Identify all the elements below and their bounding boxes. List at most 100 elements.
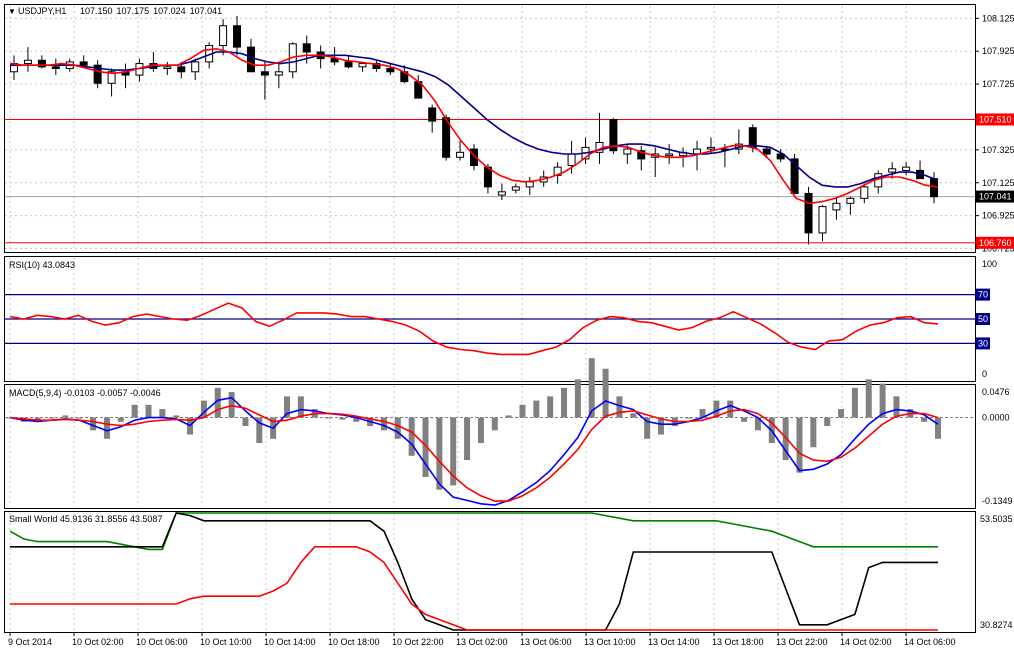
candle-body: [191, 61, 200, 73]
macd-histogram-bar: [699, 409, 706, 418]
macd-histogram-bar: [657, 417, 664, 435]
macd-histogram-bar: [103, 417, 110, 439]
macd-histogram-bar: [796, 417, 803, 473]
rsi-level-label: 30: [978, 338, 988, 348]
candle-body: [23, 59, 32, 65]
smallworld-plot: [9, 512, 938, 631]
rsi-line: [9, 302, 939, 356]
macd-histogram-bar: [561, 387, 568, 418]
candle-body: [246, 46, 255, 73]
level-price-label: 106.760: [979, 238, 1012, 248]
macd-histogram-bar: [879, 383, 886, 418]
candle-body: [344, 61, 353, 68]
candle-body: [902, 166, 911, 171]
macd-histogram-bar: [505, 415, 512, 418]
smallworld-title: Small World 45.9136 31.8556 43.5087: [9, 514, 162, 524]
candle-body: [776, 153, 785, 160]
macd-histogram-bar: [62, 415, 69, 418]
macd-histogram-bar: [436, 417, 443, 490]
macd-histogram-bar: [616, 396, 623, 418]
macd-line: [9, 404, 939, 502]
time-tick-label: 10 Oct 22:00: [392, 637, 444, 647]
candle-body: [637, 150, 646, 160]
smallworld-line: [9, 512, 938, 551]
candle-body: [567, 153, 576, 166]
macd-histogram-bar: [754, 417, 761, 431]
candle-body: [525, 181, 534, 188]
candle-body: [930, 178, 938, 198]
candle-body: [790, 158, 799, 194]
macd-histogram-bar: [519, 404, 526, 418]
macd-histogram-bar: [741, 417, 748, 422]
price-tick-label: 107.725: [982, 79, 1014, 89]
candle-body: [609, 118, 618, 152]
time-tick-label: 13 Oct 02:00: [456, 637, 508, 647]
macd-histogram-bar: [145, 404, 152, 418]
macd-histogram-bar: [159, 409, 166, 418]
candle-body: [832, 202, 841, 211]
candle-body: [386, 67, 395, 73]
macd-line: [9, 396, 939, 506]
macd-histogram-bar: [533, 400, 540, 418]
price-panel: [4, 4, 976, 253]
macd-histogram-bar: [214, 387, 221, 418]
macd-histogram-bar: [893, 396, 900, 418]
macd-histogram-bar: [325, 417, 332, 419]
macd-histogram-bar: [630, 413, 637, 418]
level-price-tag: [976, 113, 1014, 126]
macd-histogram-bar: [242, 417, 249, 427]
macd-histogram-bar: [727, 400, 734, 418]
time-tick-label: 13 Oct 14:00: [648, 637, 700, 647]
macd-histogram-bar: [353, 417, 360, 422]
candle-body: [177, 66, 186, 73]
macd-histogram-bar: [76, 417, 83, 419]
macd-histogram-bar: [339, 417, 346, 420]
macd-histogram-bar: [824, 417, 831, 427]
macd-histogram-bar: [450, 417, 457, 486]
macd-histogram-bar: [173, 415, 180, 418]
candle-body: [470, 148, 478, 166]
price-plot: [5, 15, 975, 245]
candle-body: [846, 197, 855, 204]
rsi-tick-label: 100: [982, 259, 997, 269]
price-tick-label: 108.125: [982, 13, 1014, 23]
candle-body: [302, 43, 311, 53]
macd-histogram-bar: [782, 417, 789, 460]
time-tick-label: 9 Oct 2014: [8, 637, 52, 647]
candle-body: [748, 127, 757, 148]
candle-body: [860, 186, 869, 199]
ohlc-readout: 107.150 107.175 107.024 107.041: [80, 6, 222, 16]
candle-body: [37, 59, 46, 68]
macd-histogram-bar: [574, 379, 581, 418]
candle-body: [51, 66, 60, 69]
candle-body: [818, 206, 827, 234]
level-price-label: 107.510: [979, 114, 1012, 124]
macd-histogram-bar: [131, 404, 138, 418]
candle-body: [274, 71, 283, 76]
candle-body: [358, 63, 367, 68]
macd-title: MACD(5,9,4) -0.0103 -0.0057 -0.0046: [9, 388, 161, 398]
macd-histogram-bar: [685, 417, 692, 419]
macd-histogram-bar: [477, 417, 484, 444]
last-price-label: 107.041: [979, 192, 1012, 202]
macd-plot: [5, 358, 975, 506]
time-tick-label: 10 Oct 18:00: [328, 637, 380, 647]
candle-body: [428, 107, 437, 122]
rsi-level-tag: [976, 288, 990, 301]
macd-histogram-bar: [408, 417, 415, 456]
macd-histogram-bar: [935, 417, 941, 439]
rsi-level-label: 50: [978, 314, 988, 324]
time-tick-label: 13 Oct 18:00: [712, 637, 764, 647]
macd-histogram-bar: [117, 417, 124, 422]
candle-body: [93, 64, 102, 84]
candle-body: [233, 25, 242, 48]
macd-histogram-bar: [90, 417, 97, 431]
macd-histogram-bar: [851, 387, 858, 418]
macd-histogram-bar: [48, 417, 55, 419]
price-title: USDJPY,H1: [18, 6, 66, 16]
candle-body: [497, 191, 506, 196]
smallworld-line: [10, 546, 938, 631]
candle-body: [804, 192, 813, 234]
menu-triangle-icon[interactable]: ▼: [8, 7, 16, 16]
